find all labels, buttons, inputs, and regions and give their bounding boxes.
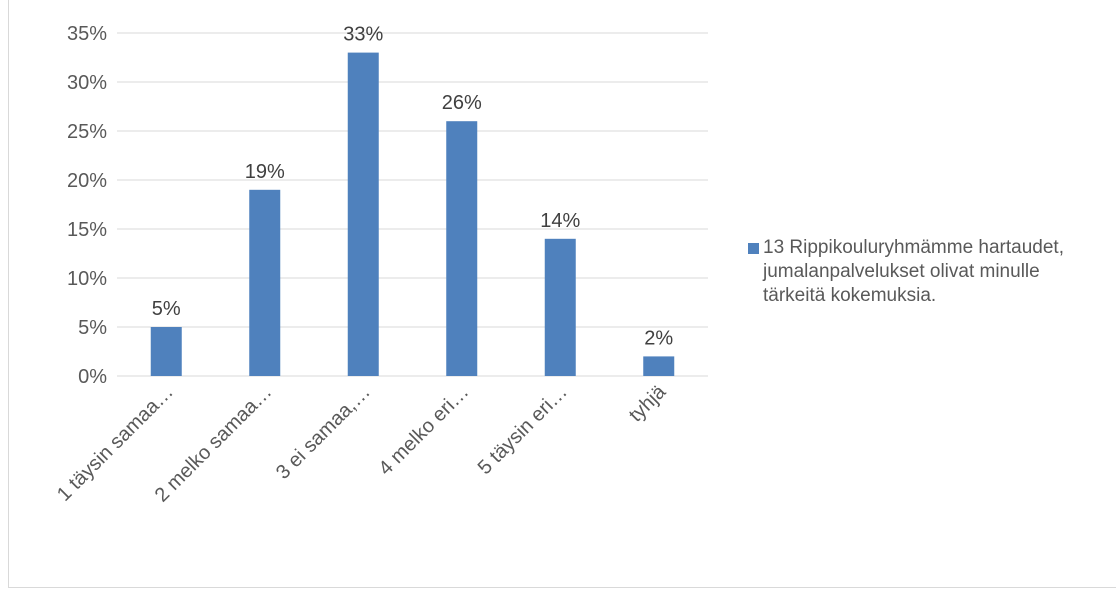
y-tick-label: 30%: [67, 72, 107, 94]
bar: [347, 52, 379, 376]
x-tick-label: tyhjä: [625, 380, 671, 426]
y-tick-label: 20%: [67, 170, 107, 192]
data-label: 14%: [540, 210, 580, 232]
bar: [249, 189, 281, 376]
y-tick-label: 5%: [78, 317, 107, 339]
legend: 13 Rippikouluryhmämme hartaudet, jumalan…: [748, 236, 1078, 308]
bar: [150, 327, 182, 376]
y-tick-label: 15%: [67, 219, 107, 241]
y-tick-label: 10%: [67, 268, 107, 290]
legend-swatch: [748, 243, 759, 254]
chart-frame: [8, 0, 1116, 588]
y-axis: 0% 5% 10% 15% 20% 25% 30% 35%: [67, 23, 107, 388]
gridlines: [117, 32, 708, 377]
data-label: 5%: [152, 298, 181, 320]
legend-label: 13 Rippikouluryhmämme hartaudet, jumalan…: [763, 237, 1064, 306]
y-tick-label: 25%: [67, 121, 107, 143]
bar: [446, 121, 478, 376]
x-tick-label: 5 täysin eri…: [474, 381, 572, 479]
bar: [544, 238, 576, 376]
bar: [643, 356, 675, 376]
x-tick-label: 4 melko eri…: [374, 381, 473, 480]
data-label: 19%: [245, 161, 285, 183]
y-tick-label: 0%: [78, 366, 107, 388]
data-label: 2%: [644, 327, 673, 349]
data-labels: 5% 19% 33% 26% 14% 2%: [152, 24, 674, 350]
data-label: 26%: [442, 92, 482, 114]
y-tick-label: 35%: [67, 23, 107, 45]
bars: [150, 52, 675, 376]
x-axis: 1 täysin samaa…2 melko samaa…3 ei samaa,…: [53, 380, 671, 506]
x-tick-label: 3 ei samaa,…: [272, 381, 375, 484]
data-label: 33%: [343, 24, 383, 46]
